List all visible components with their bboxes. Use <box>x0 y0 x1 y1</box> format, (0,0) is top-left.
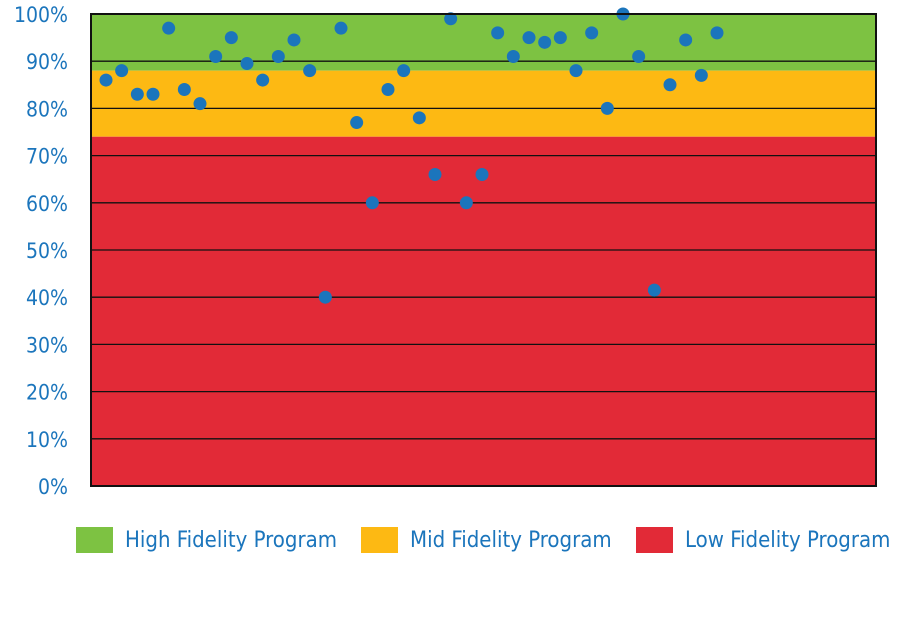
data-point <box>271 49 285 63</box>
data-point <box>334 21 348 35</box>
data-point <box>162 21 176 35</box>
data-point <box>240 57 254 71</box>
data-point <box>256 73 270 87</box>
legend-label-high: High Fidelity Program <box>125 527 337 553</box>
data-point <box>522 31 536 45</box>
legend-item-mid-fidelity: Mid Fidelity Program <box>361 522 612 558</box>
gridlines <box>91 60 876 440</box>
data-point <box>569 64 583 78</box>
data-point <box>679 33 693 47</box>
data-point <box>538 35 552 49</box>
data-point <box>287 33 301 47</box>
y-tick-label: 20% <box>26 381 68 405</box>
data-point <box>553 31 567 45</box>
data-point <box>303 64 317 78</box>
data-point <box>193 97 207 111</box>
data-points <box>99 7 724 304</box>
legend-label-low: Low Fidelity Program <box>685 527 891 553</box>
data-point <box>224 31 238 45</box>
band-mid-fidelity-program <box>91 70 876 137</box>
y-tick-label: 10% <box>26 428 68 452</box>
y-tick-label: 50% <box>26 239 68 263</box>
legend-swatch-high <box>76 527 113 553</box>
legend-swatch-low <box>636 527 673 553</box>
scatter-chart: 0% 10% 20% 30% 40% 50% 60% 70% 80% 90% 100% <box>14 3 877 499</box>
data-point <box>647 283 661 297</box>
data-point <box>115 64 129 78</box>
data-point <box>397 64 411 78</box>
y-tick-label: 60% <box>26 192 68 216</box>
data-point <box>381 83 395 97</box>
y-tick-label: 40% <box>26 286 68 310</box>
legend: High Fidelity Program Mid Fidelity Progr… <box>76 522 896 558</box>
data-point <box>491 26 505 40</box>
y-tick-label: 90% <box>26 50 68 74</box>
y-tick-label: 80% <box>26 97 68 121</box>
data-point <box>99 73 113 87</box>
y-tick-label: 30% <box>26 333 68 357</box>
data-point <box>146 87 160 101</box>
data-point <box>506 49 520 63</box>
data-point <box>632 49 646 63</box>
data-point <box>694 68 708 82</box>
data-point <box>428 167 442 181</box>
plot-frame <box>90 13 877 487</box>
data-point <box>600 101 614 115</box>
data-point <box>318 290 332 304</box>
y-axis-tick-labels: 0% 10% 20% 30% 40% 50% 60% 70% 80% 90% 100% <box>14 3 68 499</box>
data-point <box>350 116 364 130</box>
y-tick-label: 100% <box>14 3 68 27</box>
data-point <box>585 26 599 40</box>
legend-item-high-fidelity: High Fidelity Program <box>76 522 337 558</box>
band-high-fidelity-program <box>91 14 876 71</box>
fidelity-bands <box>91 14 876 486</box>
data-point <box>130 87 144 101</box>
legend-swatch-mid <box>361 527 398 553</box>
data-point <box>365 196 379 210</box>
legend-item-low-fidelity: Low Fidelity Program <box>636 522 890 558</box>
data-point <box>710 26 724 40</box>
data-point <box>459 196 473 210</box>
band-low-fidelity-program <box>91 136 876 486</box>
legend-label-mid: Mid Fidelity Program <box>410 527 612 553</box>
data-point <box>412 111 426 125</box>
y-tick-label: 70% <box>26 145 68 169</box>
data-point <box>663 78 677 92</box>
data-point <box>475 167 489 181</box>
y-tick-label: 0% <box>38 475 68 499</box>
data-point <box>209 49 223 63</box>
data-point <box>177 83 191 97</box>
data-point <box>444 12 458 26</box>
